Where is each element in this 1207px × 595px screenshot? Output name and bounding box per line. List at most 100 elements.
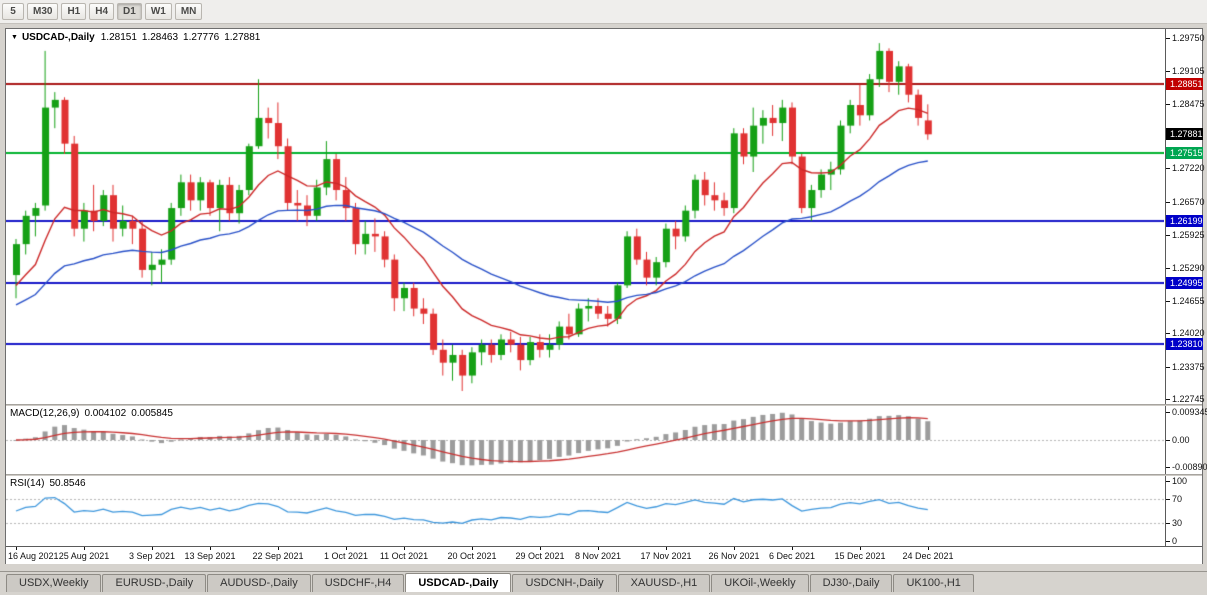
price-axis-tick — [1166, 399, 1170, 400]
date-axis[interactable]: 16 Aug 2021 25 Aug 2021 3 Sep 2021 13 Sep 2… — [6, 546, 1202, 564]
date-tick-label: 20 Oct 2021 — [447, 551, 497, 561]
date-tick-label: 1 Oct 2021 — [323, 551, 369, 561]
rsi-value: 50.8546 — [49, 478, 86, 489]
price-axis-tick — [1166, 499, 1170, 500]
date-axis-tick — [734, 547, 735, 550]
date-tick-label: 25 Aug 2021 — [58, 551, 110, 561]
rsi-canvas[interactable] — [6, 476, 1164, 546]
macd-axis-label: 0.009345 — [1172, 407, 1207, 417]
price-axis-tick — [1166, 541, 1170, 542]
date-axis-tick — [666, 547, 667, 550]
chart-tab-bar: USDX,Weekly EURUSD-,Daily AUDUSD-,Daily USD… — [0, 571, 1207, 592]
date-axis-tick — [540, 547, 541, 550]
chart-tab-ukoil[interactable]: UKOil-,Weekly — [711, 574, 809, 592]
price-axis-tick — [1166, 235, 1170, 236]
chart-tab-eurusd[interactable]: EURUSD-,Daily — [102, 574, 207, 592]
ohlc-open: 1.28151 — [100, 32, 137, 43]
price-axis-tick — [1166, 301, 1170, 302]
macd-main-value: 0.004102 — [84, 408, 127, 419]
period-button-d1[interactable]: D1 — [117, 3, 142, 20]
period-button-h1[interactable]: H1 — [61, 3, 87, 20]
ohlc-close: 1.27881 — [224, 32, 261, 43]
date-tick-label: 15 Dec 2021 — [834, 551, 886, 561]
rsi-title: RSI(14) — [10, 478, 45, 489]
date-tick-label: 8 Nov 2021 — [574, 551, 622, 561]
date-axis-tick — [152, 547, 153, 550]
date-axis-tick — [472, 547, 473, 550]
date-tick-label: 6 Dec 2021 — [768, 551, 816, 561]
price-tick-label: 1.24655 — [1172, 296, 1205, 306]
chart-tab-uk100[interactable]: UK100-,H1 — [893, 574, 974, 592]
chart-ohlc-header: ▼ USDCAD-,Daily 1.28151 1.28463 1.27776 1.278… — [11, 32, 265, 43]
price-axis-tick — [1166, 168, 1170, 169]
price-tick-label: 1.23375 — [1172, 362, 1205, 372]
date-axis-tick — [346, 547, 347, 550]
price-axis-tick — [1166, 333, 1170, 334]
chart-tab-usdx[interactable]: USDX,Weekly — [6, 574, 102, 592]
period-toolbar: 5 M30 H1 H4 D1 W1 MN — [0, 0, 1207, 24]
date-axis-tick — [278, 547, 279, 550]
price-axis-tick — [1166, 481, 1170, 482]
price-tick-label: 1.27220 — [1172, 163, 1205, 173]
price-axis-tick — [1166, 440, 1170, 441]
price-axis-tick — [1166, 268, 1170, 269]
price-axis-tick — [1166, 523, 1170, 524]
macd-canvas[interactable] — [6, 406, 1164, 474]
date-axis-tick — [210, 547, 211, 550]
rsi-axis-label: 70 — [1172, 494, 1183, 504]
price-tick-label: 1.29105 — [1172, 66, 1205, 76]
period-button-w1[interactable]: W1 — [144, 3, 172, 20]
chart-tab-usdchf[interactable]: USDCHF-,H4 — [311, 574, 405, 592]
date-tick-label: 29 Oct 2021 — [515, 551, 565, 561]
ohlc-low: 1.27776 — [183, 32, 220, 43]
current-price-badge: 1.27881 — [1166, 128, 1203, 140]
rsi-axis-label: 100 — [1172, 476, 1188, 486]
date-tick-label: 22 Sep 2021 — [252, 551, 304, 561]
hline-price-badge: 1.28851 — [1166, 78, 1203, 90]
main-chart-canvas[interactable] — [6, 29, 1164, 404]
price-tick-label: 1.25290 — [1172, 263, 1205, 273]
price-tick-label: 1.25925 — [1172, 230, 1205, 240]
chart-tab-usdcnh[interactable]: USDCNH-,Daily — [512, 574, 617, 592]
chart-tab-xauusd[interactable]: XAUUSD-,H1 — [617, 574, 711, 592]
chart-tab-dj30[interactable]: DJ30-,Daily — [809, 574, 893, 592]
rsi-header: RSI(14) 50.8546 — [10, 478, 91, 489]
price-tick-label: 1.26570 — [1172, 197, 1205, 207]
rsi-panel: RSI(14) 50.8546 — [6, 476, 1164, 546]
price-tick-label: 1.28475 — [1172, 99, 1205, 109]
date-axis-tick — [16, 547, 17, 550]
macd-signal-value: 0.005845 — [131, 408, 173, 419]
chart-tab-audusd[interactable]: AUDUSD-,Daily — [207, 574, 311, 592]
hline-price-badge: 1.24995 — [1166, 277, 1203, 289]
date-tick-label: 17 Nov 2021 — [640, 551, 692, 561]
date-axis-tick — [404, 547, 405, 550]
price-axis-tick — [1166, 104, 1170, 105]
macd-axis-label: -0.00890 — [1172, 462, 1207, 472]
price-tick-label: 1.24020 — [1172, 328, 1205, 338]
panel-splitter[interactable] — [6, 404, 1202, 406]
period-button-h4[interactable]: H4 — [89, 3, 115, 20]
chart-symbol-label: USDCAD-,Daily — [21, 32, 95, 43]
price-axis-tick — [1166, 71, 1170, 72]
macd-axis-label: 0.00 — [1172, 435, 1190, 445]
price-tick-label: 1.22745 — [1172, 394, 1205, 404]
panel-splitter[interactable] — [6, 474, 1202, 476]
chart-tab-usdcad[interactable]: USDCAD-,Daily — [405, 573, 512, 592]
period-button-mn[interactable]: MN — [174, 3, 203, 20]
period-button-m30[interactable]: M30 — [27, 3, 59, 20]
date-axis-tick — [792, 547, 793, 550]
macd-title: MACD(12,26,9) — [10, 408, 80, 419]
hline-price-badge: 1.23810 — [1166, 338, 1203, 350]
date-tick-label: 13 Sep 2021 — [184, 551, 236, 561]
chart-window: ▼ USDCAD-,Daily 1.28151 1.28463 1.27776 1.278… — [5, 28, 1207, 564]
chart-dropdown-arrow-icon[interactable]: ▼ — [11, 34, 18, 41]
period-button-5[interactable]: 5 — [2, 3, 24, 20]
rsi-axis-label: 30 — [1172, 518, 1183, 528]
date-tick-label: 16 Aug 2021 — [8, 551, 59, 561]
hline-price-badge: 1.26199 — [1166, 215, 1203, 227]
price-axis[interactable]: 1.29750 1.29105 1.28475 1.27220 1.26570 1.259… — [1165, 29, 1207, 546]
macd-panel: MACD(12,26,9) 0.004102 0.005845 — [6, 406, 1164, 474]
date-tick-label: 3 Sep 2021 — [128, 551, 176, 561]
date-axis-tick — [84, 547, 85, 550]
